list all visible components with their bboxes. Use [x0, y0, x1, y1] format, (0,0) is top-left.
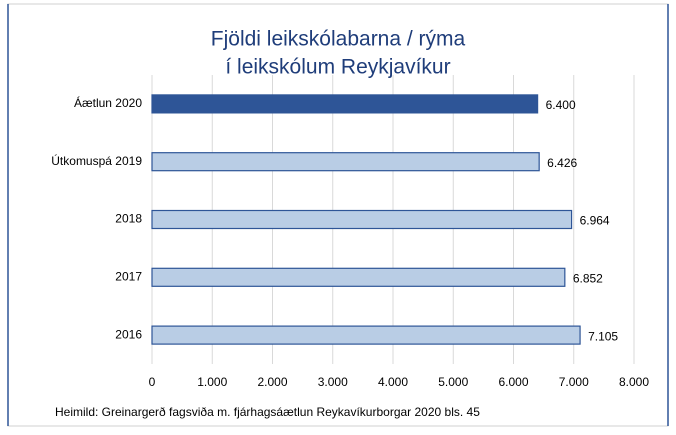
- value-label: 6.400: [546, 98, 576, 112]
- y-tick-label: 2017: [115, 269, 142, 283]
- x-tick-label: 8.000: [619, 375, 649, 389]
- x-tick-label: 7.000: [559, 375, 589, 389]
- bar: [151, 209, 573, 230]
- x-tick-label: 2.000: [257, 375, 287, 389]
- x-tick-label: 3.000: [318, 375, 348, 389]
- y-tick-label: 2016: [115, 327, 142, 341]
- y-tick-label: Útkomuspá 2019: [51, 153, 142, 168]
- y-tick-label: Áætlun 2020: [74, 95, 142, 110]
- bar: [151, 325, 581, 345]
- bar: [151, 267, 566, 287]
- value-label: 6.852: [573, 271, 603, 285]
- bar: [151, 94, 539, 114]
- value-label: 6.964: [580, 214, 610, 228]
- value-label: 6.426: [547, 156, 577, 170]
- x-tick-label: 5.000: [438, 375, 468, 389]
- chart-title: Fjöldi leikskólabarna / rýma: [211, 28, 466, 51]
- bar: [151, 152, 540, 172]
- source-note: Heimild: Greinargerð fagsviða m. fjárhag…: [55, 405, 480, 419]
- x-tick-label: 0: [149, 375, 156, 389]
- x-tick-label: 4.000: [378, 375, 408, 389]
- value-label: 7.105: [588, 329, 618, 343]
- x-tick-label: 6.000: [498, 375, 528, 389]
- y-tick-label: 2018: [115, 212, 142, 226]
- x-tick-label: 1.000: [197, 375, 227, 389]
- chart-title: í leikskólum Reykjavíkur: [225, 56, 450, 79]
